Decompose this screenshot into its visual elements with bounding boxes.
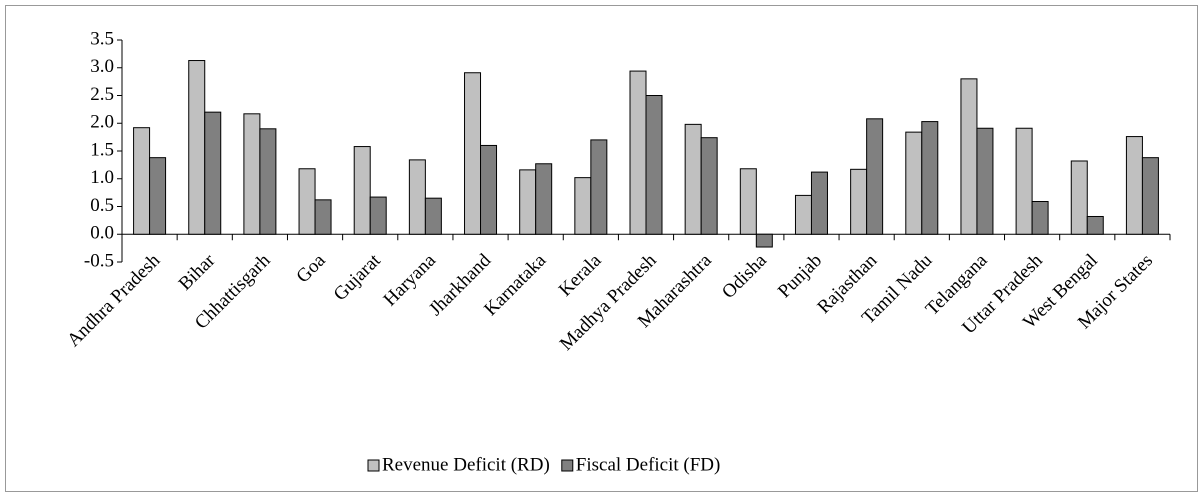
bar (976, 127, 994, 235)
bar (794, 194, 812, 235)
bar (905, 131, 923, 235)
bar (960, 78, 978, 235)
y-tick-label: -0.5 (84, 250, 114, 271)
bar (1086, 215, 1104, 235)
bar (314, 199, 332, 235)
legend-swatch (561, 459, 574, 472)
bar (1070, 160, 1088, 235)
chart-border (5, 5, 1198, 492)
bar (298, 168, 316, 235)
bar (535, 163, 553, 235)
bar (1141, 157, 1159, 235)
bar (590, 139, 608, 235)
bar (1125, 136, 1143, 235)
y-tick-label: 0.5 (90, 195, 114, 216)
bar (810, 171, 828, 235)
bar (149, 157, 167, 235)
bar (188, 60, 206, 235)
y-tick-label: 3.5 (90, 28, 114, 49)
y-tick-label: 2.5 (90, 84, 114, 105)
bar (755, 233, 773, 248)
bar (464, 72, 482, 235)
y-tick-label: 2.0 (90, 112, 114, 133)
bar (353, 146, 371, 235)
bar (629, 70, 647, 235)
y-tick-label: 0.0 (90, 223, 114, 244)
bar (243, 113, 261, 235)
bar (866, 118, 884, 235)
bar (204, 111, 222, 235)
bar (480, 144, 498, 235)
bar (921, 121, 939, 235)
bar (1031, 201, 1049, 235)
bar (519, 169, 537, 235)
bar (684, 123, 702, 235)
bar (424, 197, 442, 235)
legend-label: Fiscal Deficit (FD) (576, 454, 721, 475)
y-tick-label: 1.0 (90, 167, 114, 188)
bar (369, 196, 387, 235)
bar (574, 177, 592, 235)
bar (133, 127, 151, 235)
bar (1015, 127, 1033, 235)
legend-swatch (367, 459, 380, 472)
y-tick-label: 1.5 (90, 139, 114, 160)
y-tick-label: 3.0 (90, 56, 114, 77)
bar (700, 137, 718, 235)
bar (408, 159, 426, 235)
bar (850, 168, 868, 235)
bar (259, 128, 277, 235)
legend-label: Revenue Deficit (RD) (382, 454, 550, 475)
bar (739, 168, 757, 235)
bar (645, 95, 663, 235)
